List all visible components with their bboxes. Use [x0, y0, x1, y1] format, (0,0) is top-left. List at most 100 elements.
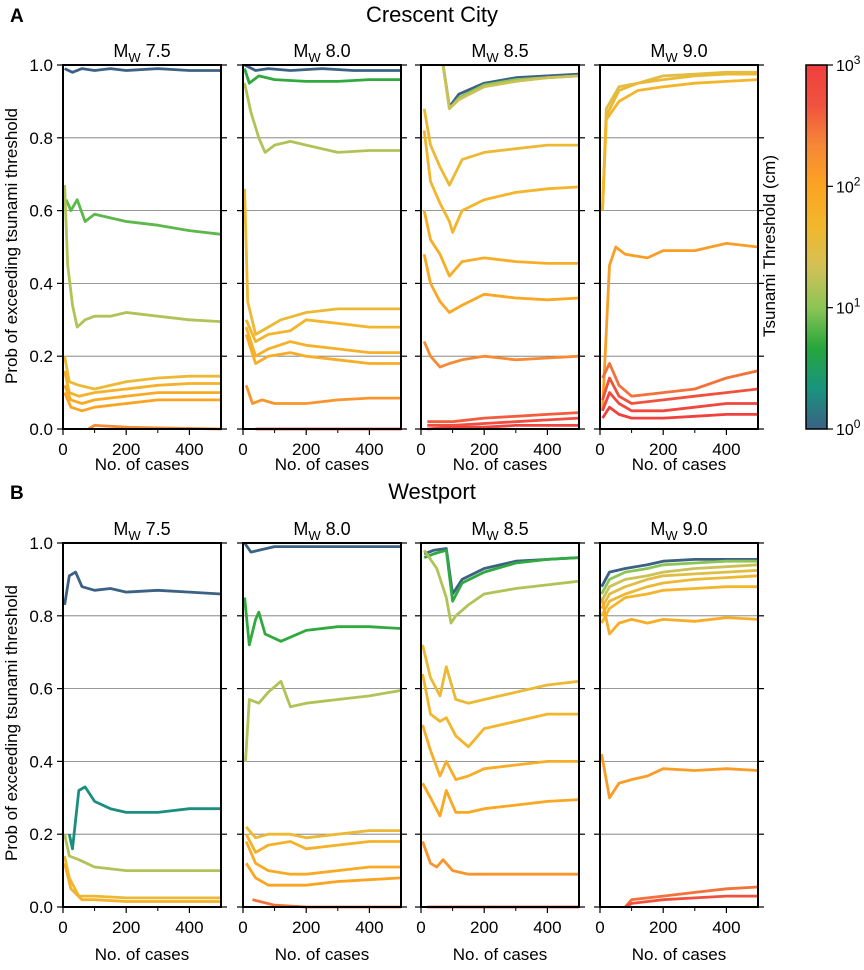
x-axis-label: No. of cases: [453, 455, 548, 474]
series-line: [245, 862, 401, 887]
series-line: [67, 785, 221, 851]
series-line: [441, 64, 579, 109]
series-line: [441, 64, 579, 111]
x-tick-label: 200: [292, 918, 320, 937]
y-tick-label: 0.6: [29, 680, 53, 699]
series-line: [427, 423, 579, 431]
series-line: [422, 108, 579, 187]
section-letter-b: B: [10, 483, 24, 504]
x-axis-label: No. of cases: [632, 945, 727, 964]
series-line: [243, 597, 401, 647]
series-line: [422, 341, 579, 369]
panel-frame: [599, 64, 759, 430]
x-axis-label: No. of cases: [275, 455, 370, 474]
panel-frame: [242, 64, 402, 430]
series-line: [421, 673, 579, 749]
panel-frame: [242, 542, 402, 908]
series-line: [600, 563, 758, 602]
y-tick-label: 0.2: [29, 347, 53, 366]
series-line: [243, 542, 401, 554]
x-tick-label: 200: [112, 440, 140, 459]
series-line: [600, 753, 758, 800]
panel-frame: [62, 542, 222, 908]
y-tick-label: 0.4: [29, 752, 53, 771]
panel-title: MW 8.5: [471, 519, 528, 543]
section-title-crescent-city: Crescent City: [366, 2, 498, 27]
series-line: [63, 855, 221, 900]
x-tick-label: 0: [416, 440, 425, 459]
series-line: [601, 405, 758, 420]
panel-title: MW 9.0: [650, 41, 707, 65]
y-axis-label-a: Prob of exceeding tsunami threshold: [2, 108, 21, 384]
y-tick-label: 0.4: [29, 274, 53, 293]
x-tick-label: 200: [649, 440, 677, 459]
x-axis-label: No. of cases: [453, 945, 548, 964]
y-axis-label-b: Prob of exceeding tsunami threshold: [2, 585, 21, 861]
colorbar-tick-label: 101: [836, 296, 861, 318]
series-line: [600, 574, 758, 617]
x-tick-label: 400: [355, 918, 383, 937]
series-line: [63, 392, 221, 413]
x-tick-label: 200: [649, 918, 677, 937]
panel-title: MW 7.5: [113, 41, 170, 65]
colorbar-tick-label: 100: [836, 417, 861, 439]
x-tick-label: 400: [175, 440, 203, 459]
series-line: [64, 67, 221, 74]
x-tick-label: 0: [595, 440, 604, 459]
series-line: [423, 548, 579, 603]
series-line: [252, 898, 401, 909]
colorbar: 100 101 102 103 Tsunami Threshold (cm): [760, 53, 861, 439]
series-line: [421, 782, 579, 818]
x-tick-label: 400: [712, 918, 740, 937]
x-tick-label: 200: [292, 440, 320, 459]
x-tick-label: 400: [355, 440, 383, 459]
series-line: [421, 724, 579, 781]
series-line: [63, 570, 221, 606]
series-line: [423, 549, 579, 625]
colorbar-gradient: [805, 64, 828, 430]
series-line: [243, 68, 401, 85]
series-line: [624, 885, 758, 908]
x-tick-label: 0: [238, 918, 247, 937]
series-line: [601, 362, 758, 398]
series-line: [244, 679, 401, 762]
series-line: [601, 376, 758, 405]
y-tick-label: 0.0: [29, 420, 53, 439]
series-line: [244, 318, 401, 344]
x-tick-label: 200: [470, 918, 498, 937]
panel-frame: [62, 64, 222, 430]
series-line: [422, 254, 579, 314]
panel-title: MW 7.5: [113, 519, 170, 543]
y-tick-label: 0.2: [29, 825, 53, 844]
series-line: [244, 833, 401, 854]
panel-frame: [420, 64, 580, 430]
series-line: [63, 370, 221, 398]
section-letter-a: A: [10, 6, 24, 27]
x-tick-label: 400: [175, 918, 203, 937]
colorbar-label: Tsunami Threshold (cm): [760, 155, 779, 337]
series-line: [244, 384, 401, 405]
series-line: [600, 597, 758, 636]
x-tick-label: 400: [712, 440, 740, 459]
panel-title: MW 9.0: [650, 519, 707, 543]
series-line: [600, 568, 758, 610]
x-tick-label: 200: [470, 440, 498, 459]
x-tick-label: 0: [58, 440, 67, 459]
series-line: [422, 130, 579, 234]
series-line: [64, 198, 221, 236]
series-line: [601, 78, 758, 211]
series-line: [624, 894, 758, 909]
panel-frame: [599, 542, 759, 908]
y-tick-label: 0.0: [29, 898, 53, 917]
series-line: [243, 63, 401, 72]
series-line: [600, 558, 758, 588]
series-line: [63, 833, 221, 872]
x-tick-label: 0: [595, 918, 604, 937]
colorbar-tick-label: 103: [836, 53, 861, 75]
series-line: [63, 862, 221, 903]
series-line: [601, 70, 758, 211]
x-tick-label: 0: [58, 918, 67, 937]
